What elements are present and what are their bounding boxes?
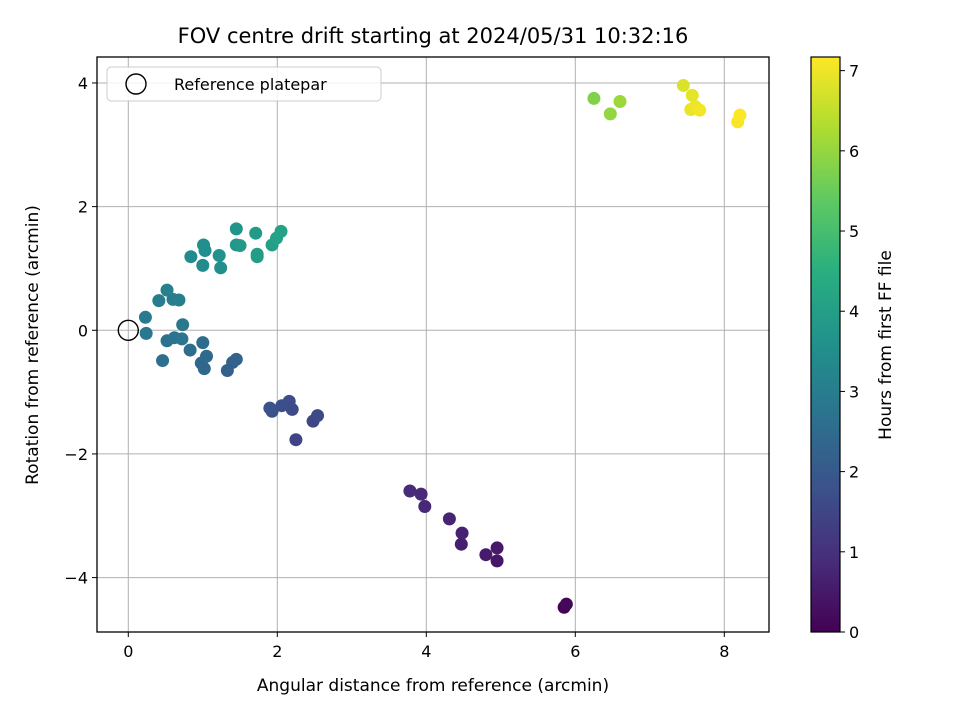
x-tick-label: 6	[570, 642, 580, 661]
colorbar-label: Hours from first FF file	[876, 250, 896, 440]
data-point	[184, 250, 198, 264]
reference-marker	[117, 319, 139, 341]
data-point	[212, 248, 226, 262]
y-tick-label: −4	[64, 569, 88, 588]
data-point	[559, 597, 573, 611]
colorbar-tick-label: 2	[849, 463, 859, 482]
data-point	[175, 332, 189, 346]
data-point	[442, 512, 456, 526]
colorbar-tick-label: 3	[849, 382, 859, 401]
data-point	[274, 224, 288, 238]
data-point	[289, 433, 303, 447]
data-point	[138, 310, 152, 324]
x-tick-label: 2	[272, 642, 282, 661]
data-point	[198, 244, 212, 258]
data-point	[196, 258, 210, 272]
colorbar-tick-label: 7	[849, 62, 859, 81]
x-ticks: 0 2 4 6 8	[123, 632, 729, 661]
data-point	[229, 222, 243, 236]
data-point	[587, 91, 601, 105]
data-point	[250, 247, 264, 261]
y-axis-label: Rotation from reference (arcmin)	[23, 205, 43, 485]
chart-title: FOV centre drift starting at 2024/05/31 …	[178, 24, 689, 48]
data-point	[490, 541, 504, 555]
y-ticks: −4 −2 0 2 4	[64, 74, 97, 588]
plot-frame	[96, 56, 770, 633]
data-point	[229, 352, 243, 366]
reference-platepar-marker	[117, 319, 139, 341]
colorbar-tick-label: 0	[849, 623, 859, 642]
colorbar-tick-label: 6	[849, 142, 859, 161]
colorbar	[810, 56, 841, 633]
y-tick-label: −2	[64, 445, 88, 464]
x-tick-label: 0	[123, 642, 133, 661]
data-point	[613, 95, 627, 109]
x-tick-label: 4	[421, 642, 431, 661]
data-point	[311, 409, 325, 423]
data-point	[490, 554, 504, 568]
scatter-points	[138, 78, 747, 614]
data-point	[455, 526, 469, 540]
data-point	[603, 107, 617, 121]
colorbar-tick-label: 5	[849, 222, 859, 241]
legend-marker-reference	[125, 73, 147, 95]
y-tick-label: 0	[78, 321, 88, 340]
data-point	[233, 239, 247, 253]
data-point	[172, 293, 186, 307]
data-point	[196, 336, 210, 350]
data-point	[249, 226, 263, 240]
data-point	[403, 484, 417, 498]
data-point	[414, 487, 428, 501]
data-point	[263, 401, 277, 415]
colorbar-tick-label: 1	[849, 543, 859, 562]
data-point	[214, 261, 228, 275]
data-point	[454, 537, 468, 551]
y-tick-label: 2	[78, 198, 88, 217]
legend-label-reference: Reference platepar	[174, 75, 327, 94]
grid	[97, 57, 769, 632]
data-point	[418, 499, 432, 513]
data-point	[685, 88, 699, 102]
x-tick-label: 8	[719, 642, 729, 661]
data-point	[479, 548, 493, 562]
legend-box	[106, 66, 382, 102]
data-point	[693, 103, 707, 117]
data-point	[275, 399, 289, 413]
data-point	[160, 283, 174, 297]
colorbar-tick-label: 4	[849, 302, 859, 321]
data-point	[156, 354, 170, 368]
data-point	[139, 326, 153, 340]
data-point	[183, 343, 197, 357]
colorbar-ticks: 0 1 2 3 4 5 6 7	[840, 62, 859, 642]
legend: Reference platepar	[106, 66, 382, 102]
data-point	[200, 349, 214, 363]
data-point	[733, 108, 747, 122]
x-axis-label: Angular distance from reference (arcmin)	[257, 676, 609, 696]
data-point	[152, 294, 166, 308]
y-tick-label: 4	[78, 74, 88, 93]
data-point	[176, 318, 190, 332]
data-point	[676, 78, 690, 92]
